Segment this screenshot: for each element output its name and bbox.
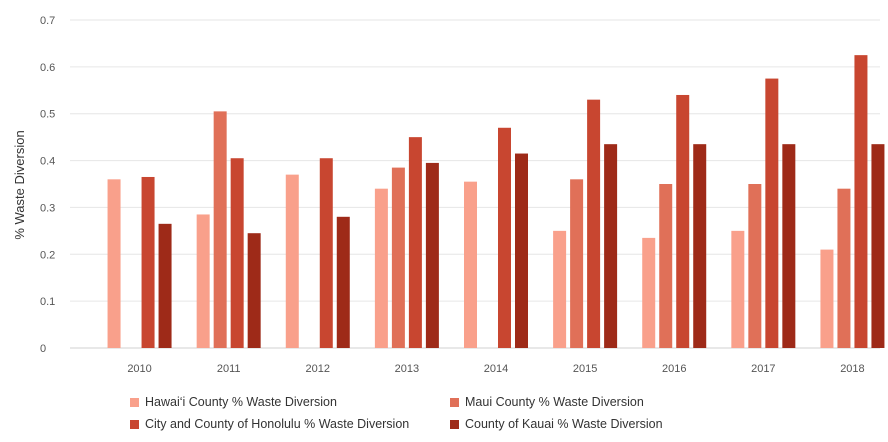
bar-2017-series-3	[765, 78, 779, 349]
bar-2011-series-2	[213, 111, 227, 348]
bar-2014-series-3	[498, 127, 511, 349]
x-tick-label: 2016	[662, 363, 686, 375]
legend-swatch-maui	[450, 397, 459, 407]
bar-2014-series-4	[515, 153, 528, 348]
y-tick-label: 0.7	[40, 15, 55, 27]
legend-swatch-hawaii	[130, 397, 139, 407]
y-tick-label: 0.2	[40, 249, 55, 261]
x-tick-label: 2012	[306, 363, 330, 375]
bar-2012-series-3	[319, 158, 333, 348]
legend: Hawai‘i County % Waste Diversion Maui Co…	[130, 395, 750, 431]
legend-swatch-kauai	[450, 419, 459, 429]
bar-2018-series-3	[854, 55, 868, 349]
bar-2016-series-1	[642, 237, 656, 348]
legend-item-honolulu: City and County of Honolulu % Waste Dive…	[130, 417, 450, 431]
legend-swatch-honolulu	[130, 419, 139, 429]
x-tick-label: 2018	[840, 363, 864, 375]
bar-2016-series-3	[676, 94, 690, 348]
bar-2017-series-1	[731, 230, 745, 348]
bars	[107, 55, 885, 349]
bar-2010-series-4	[158, 223, 172, 348]
bar-2015-series-2	[570, 179, 584, 348]
bar-2016-series-4	[693, 144, 707, 348]
x-axis-ticks: 2010 2011 2012 2013 2014 2015 2016 2017 2018	[127, 363, 864, 375]
legend-label-hawaii: Hawai‘i County % Waste Diversion	[145, 395, 337, 409]
x-tick-label: 2010	[127, 363, 151, 375]
bar-2013-series-1	[374, 188, 388, 348]
bar-2010-series-3	[141, 176, 155, 348]
bar-2015-series-1	[553, 230, 567, 348]
y-tick-label: 0	[40, 343, 46, 355]
bar-2013-series-3	[408, 137, 422, 348]
x-tick-label: 2013	[395, 363, 419, 375]
bar-2013-series-4	[425, 162, 439, 348]
y-tick-label: 0.1	[40, 296, 55, 308]
y-axis-ticks: 0 0.1 0.2 0.3 0.4 0.5 0.6 0.7	[40, 15, 55, 355]
x-tick-label: 2011	[217, 363, 241, 375]
y-tick-label: 0.6	[40, 62, 55, 74]
bar-2012-series-1	[285, 174, 299, 348]
legend-item-kauai: County of Kauai % Waste Diversion	[450, 417, 750, 431]
y-axis-label: % Waste Diversion	[12, 130, 27, 239]
bar-2015-series-4	[604, 144, 618, 348]
bar-2011-series-1	[196, 214, 210, 348]
bar-2011-series-3	[230, 158, 244, 348]
bar-2018-series-1	[820, 249, 834, 348]
bar-2011-series-4	[247, 233, 261, 348]
bar-2016-series-2	[659, 184, 673, 348]
legend-label-maui: Maui County % Waste Diversion	[465, 395, 644, 409]
x-tick-label: 2015	[573, 363, 597, 375]
y-tick-label: 0.5	[40, 109, 55, 121]
bar-2014-series-1	[464, 181, 477, 348]
bar-2010-series-1	[107, 179, 121, 348]
bar-2018-series-2	[837, 188, 851, 348]
bar-2017-series-2	[748, 184, 762, 348]
y-tick-label: 0.4	[40, 156, 55, 168]
bar-2018-series-4	[871, 144, 885, 348]
legend-label-kauai: County of Kauai % Waste Diversion	[465, 417, 663, 431]
x-tick-label: 2014	[484, 363, 508, 375]
bar-2015-series-3	[587, 99, 601, 349]
bar-2013-series-2	[391, 167, 405, 348]
x-tick-label: 2017	[751, 363, 775, 375]
legend-item-hawaii: Hawai‘i County % Waste Diversion	[130, 395, 450, 409]
legend-label-honolulu: City and County of Honolulu % Waste Dive…	[145, 417, 410, 431]
y-tick-label: 0.3	[40, 202, 55, 214]
legend-item-maui: Maui County % Waste Diversion	[450, 395, 750, 409]
bar-2017-series-4	[782, 144, 796, 348]
bar-2012-series-4	[336, 216, 350, 348]
